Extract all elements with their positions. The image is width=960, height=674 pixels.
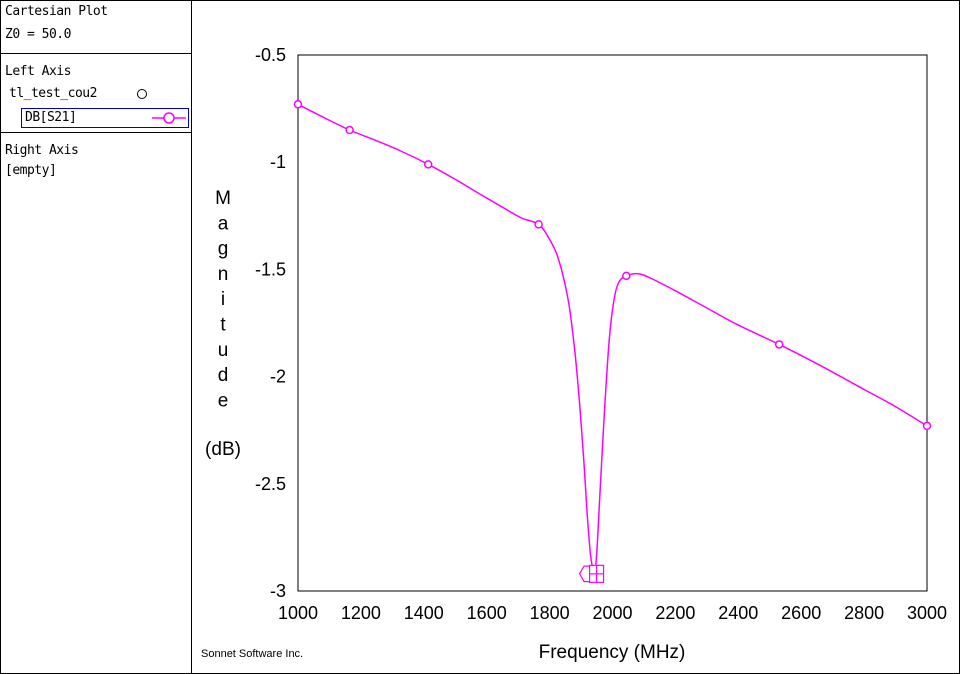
x-tick-label: 1000 — [278, 603, 318, 623]
plot-area — [297, 54, 928, 592]
data-marker — [774, 340, 784, 349]
file-name[interactable]: tl_test_cou2 — [9, 86, 97, 101]
left-axis-section: Left Axis tl_test_cou2 DB[S21] — [1, 54, 191, 133]
data-marker — [423, 160, 433, 169]
file-circle-icon — [137, 89, 147, 99]
y-axis-label-letter: a — [218, 213, 229, 234]
x-tick-label: 1400 — [404, 603, 444, 623]
right-axis-value: [empty] — [5, 163, 57, 178]
y-axis-label-letter: i — [221, 289, 225, 310]
x-tick-label: 2800 — [844, 603, 884, 623]
data-marker — [534, 220, 543, 229]
y-tick-label: -2 — [270, 367, 286, 387]
y-tick-label: -1.5 — [255, 259, 286, 279]
x-tick-label: 1800 — [530, 603, 570, 623]
left-axis-heading: Left Axis — [5, 64, 71, 79]
x-tick-label: 2200 — [655, 603, 695, 623]
credit-text: Sonnet Software Inc. — [201, 648, 304, 660]
y-tick-label: -3 — [270, 581, 286, 601]
data-marker — [622, 271, 631, 281]
plot-sidebar: Cartesian Plot Z0 = 50.0 Left Axis tl_te… — [1, 1, 192, 673]
y-axis-label-letter: g — [218, 239, 229, 260]
trace-item-selected[interactable]: DB[S21] — [21, 108, 189, 128]
x-tick-label: 1600 — [467, 603, 507, 623]
title-section: Cartesian Plot Z0 = 50.0 — [1, 1, 191, 54]
y-axis-label-letter: M — [215, 188, 231, 209]
z0-label: Z0 = 50.0 — [5, 27, 71, 42]
data-marker — [345, 125, 354, 135]
x-tick-label: 2400 — [718, 603, 758, 623]
y-tick-label: -0.5 — [255, 45, 286, 65]
y-axis-label-letter: u — [218, 340, 229, 361]
plot-title: Cartesian Plot — [5, 4, 108, 19]
x-tick-label: 3000 — [907, 603, 947, 623]
y-axis-unit: (dB) — [205, 439, 241, 460]
x-tick-label: 2600 — [781, 603, 821, 623]
y-tick-label: -2.5 — [255, 474, 286, 494]
right-axis-heading: Right Axis — [5, 143, 79, 158]
right-axis-section: Right Axis [empty] — [1, 133, 191, 193]
data-marker — [922, 421, 932, 431]
min-marker-icon[interactable] — [578, 564, 605, 583]
data-marker — [293, 100, 303, 109]
y-axis-label-letter: n — [218, 264, 229, 285]
y-tick-label: -1 — [270, 152, 286, 172]
y-axis-label-letter: t — [220, 315, 226, 336]
trace-legend-icon — [152, 112, 186, 124]
x-tick-label: 2000 — [592, 603, 632, 623]
series-line-s21 — [297, 103, 928, 576]
x-tick-label: 1200 — [341, 603, 381, 623]
y-axis-label-letter: e — [218, 390, 229, 411]
y-axis-label-letter: d — [218, 365, 229, 386]
trace-label: DB[S21] — [25, 110, 77, 125]
x-axis-label: Frequency (MHz) — [539, 642, 686, 663]
